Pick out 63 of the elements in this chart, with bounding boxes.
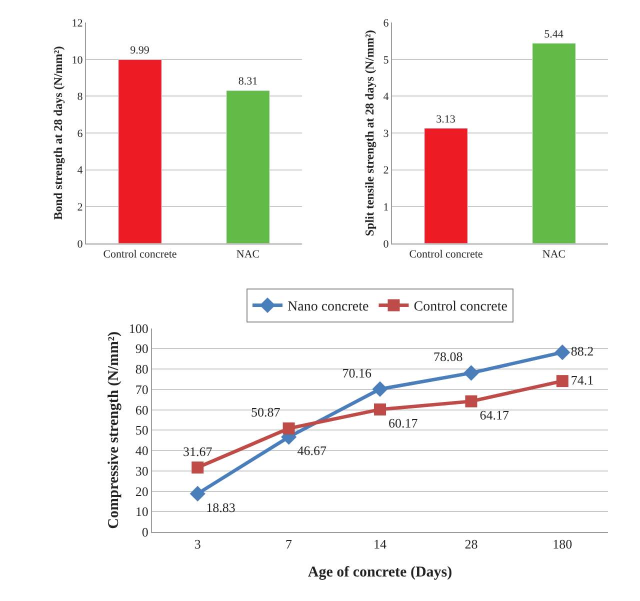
data-label: 60.17 [388,416,418,431]
y-tick-label: 6 [383,18,390,30]
data-label: 46.67 [297,443,328,458]
y-tick-label: 6 [77,128,84,140]
data-label: 74.1 [570,372,594,388]
y-tick-label: 80 [135,362,148,377]
y-tick-label: 1 [383,201,389,214]
x-tick-label: 14 [374,536,387,552]
y-tick-label: 50 [135,422,148,438]
x-tick-label: Control concrete [103,248,177,261]
legend-label: Control concrete [414,300,508,315]
y-tick-label: 0 [383,238,390,250]
data-label: 88.2 [570,344,594,359]
point [556,375,568,388]
y-tick-label: 0 [142,524,148,540]
x-tick-label: 3 [194,536,201,552]
point [465,395,478,408]
data-label: 5.44 [544,28,564,40]
x-tick-label: 28 [464,536,478,552]
y-axis-title: Compressive strength (N/mm²) [106,332,122,529]
data-label: 8.31 [238,76,258,88]
x-tick-label: NAC [542,248,566,261]
y-tick-label: 10 [135,504,148,520]
y-tick-label: 20 [135,484,148,499]
legend-label: Nano concrete [288,300,369,315]
y-tick-label: 3 [383,128,390,140]
point [463,365,479,381]
data-label: 64.17 [480,408,510,423]
x-axis-title: Age of concrete (Days) [308,564,452,581]
y-tick-label: 8 [77,91,84,104]
y-tick-label: 40 [135,443,148,458]
y-tick-label: 2 [383,164,389,177]
y-axis-title: Bond strength at 28 days (N/mm²) [51,46,66,220]
data-label: 18.83 [206,500,236,515]
point [282,422,295,434]
point [554,344,570,360]
x-tick-label: NAC [236,248,260,261]
data-label: 78.08 [433,349,463,364]
y-tick-label: 100 [128,320,148,336]
y-tick-label: 90 [135,341,148,356]
x-tick-label: Control concrete [409,248,483,261]
data-label: 70.16 [342,365,372,380]
y-tick-label: 2 [77,201,83,214]
y-tick-label: 30 [135,463,148,478]
y-tick-label: 0 [77,238,84,250]
data-label: 3.13 [436,113,456,126]
point [192,462,204,474]
x-tick-label: 7 [286,536,293,552]
point [190,486,206,502]
y-tick-label: 12 [72,18,83,30]
y-tick-label: 60 [135,402,148,418]
data-label: 31.67 [182,444,213,459]
y-tick-label: 4 [383,91,390,104]
y-tick-label: 70 [135,382,148,397]
y-tick-label: 4 [77,164,84,177]
y-tick-label: 5 [383,54,390,66]
point [372,381,388,397]
x-tick-label: 180 [552,536,572,552]
y-axis-title: Split tensile strength at 28 days (N/mm²) [362,30,377,236]
point [374,403,386,416]
data-label: 9.99 [130,44,150,57]
y-tick-label: 10 [72,54,84,66]
data-label: 50.87 [251,404,281,420]
